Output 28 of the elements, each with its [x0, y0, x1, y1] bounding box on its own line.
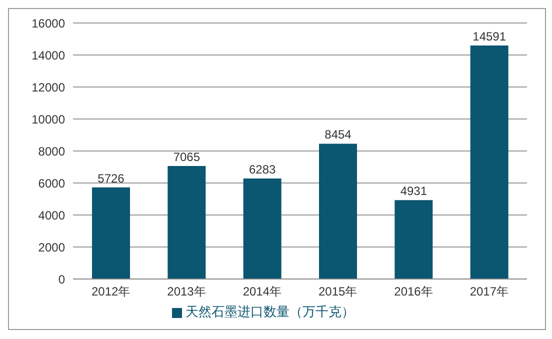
y-tick-label: 4000 — [38, 208, 66, 222]
bar — [92, 187, 130, 279]
x-tick-label: 2012年 — [91, 284, 130, 299]
bar — [319, 144, 357, 279]
bar — [470, 46, 508, 279]
y-tick-label: 6000 — [38, 176, 66, 190]
data-label: 5726 — [98, 171, 125, 186]
bar — [243, 178, 282, 279]
bar — [168, 166, 206, 279]
data-label: 6283 — [248, 162, 276, 176]
x-tick-label: 2015年 — [318, 284, 358, 299]
y-tick-label: 8000 — [38, 144, 66, 158]
y-tick-label: 10000 — [32, 112, 66, 126]
legend-label: 天然石墨进口数量（万千克） — [186, 304, 354, 319]
x-tick-label: 2014年 — [242, 284, 282, 299]
data-label: 14591 — [472, 30, 506, 44]
x-tick-label: 2016年 — [394, 284, 433, 299]
bar — [394, 200, 433, 279]
data-label: 4931 — [400, 184, 428, 198]
y-tick-label: 0 — [58, 272, 66, 286]
x-tick-label: 2017年 — [470, 284, 509, 299]
y-tick-label: 2000 — [38, 240, 66, 254]
x-tick-label: 2013年 — [167, 284, 206, 299]
data-label: 7065 — [173, 150, 200, 164]
y-tick-label: 12000 — [32, 80, 66, 94]
y-tick-label: 14000 — [32, 48, 66, 62]
y-tick-label: 16000 — [32, 16, 66, 30]
data-label: 8454 — [324, 128, 352, 142]
